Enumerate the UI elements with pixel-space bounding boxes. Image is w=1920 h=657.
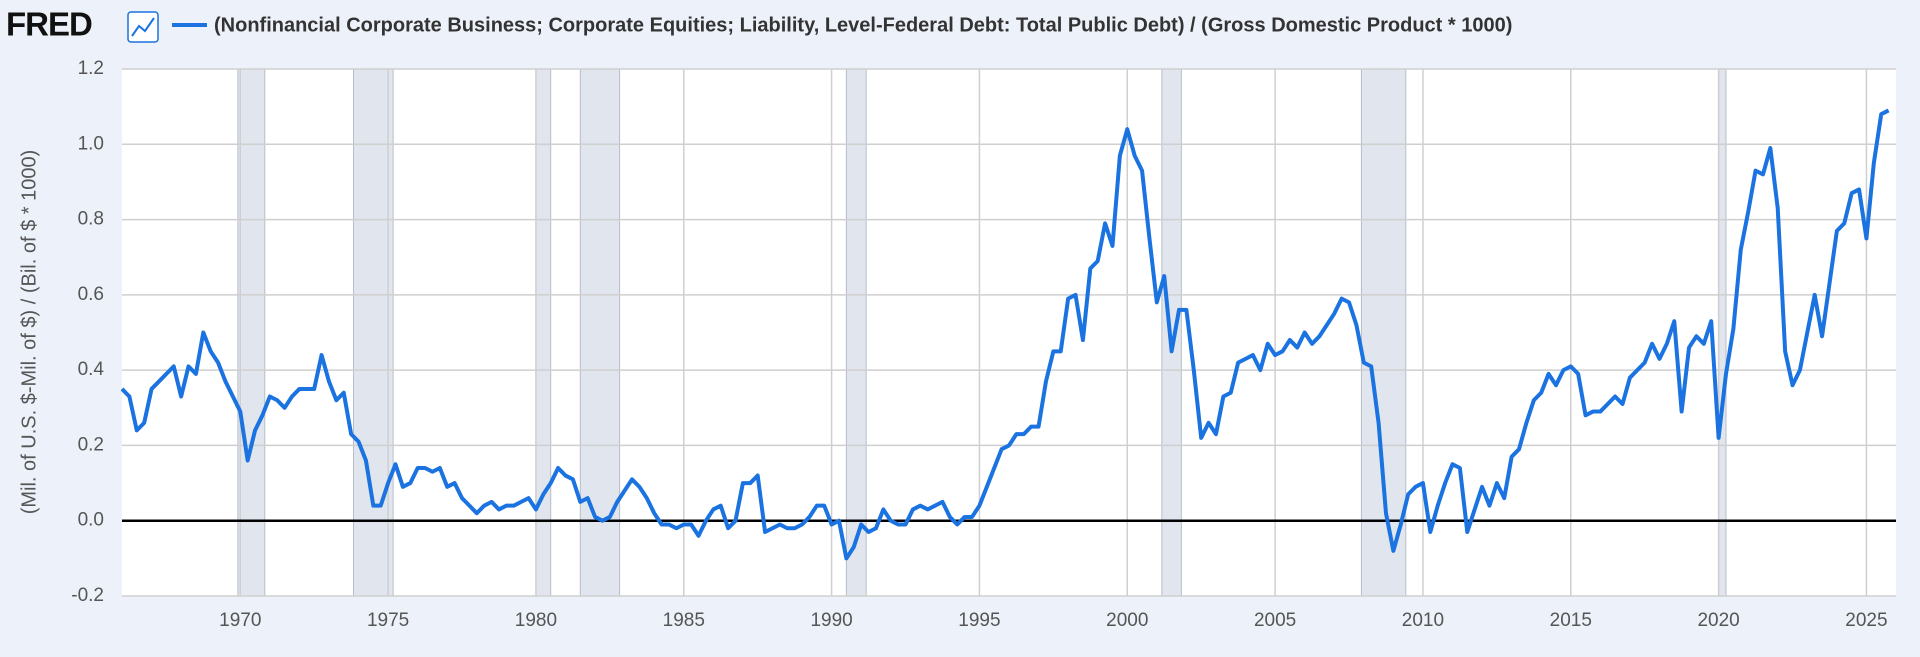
x-tick-label: 1985 [663, 610, 705, 631]
recession-band [845, 68, 867, 597]
recession-band [535, 68, 552, 597]
x-tick-label: 1990 [810, 610, 852, 631]
series-line [120, 108, 1890, 561]
y-tick-label: 0.8 [78, 209, 104, 230]
recession-band [579, 68, 621, 597]
y-tick-label: 0.6 [78, 284, 104, 305]
plot-area [122, 69, 1896, 596]
fred-logo: FRED [6, 6, 92, 43]
recession-band [237, 68, 266, 597]
x-tick-label: 2025 [1845, 610, 1887, 631]
x-tick-label: 2020 [1697, 610, 1739, 631]
recession-band [353, 68, 394, 597]
recession-band [1360, 68, 1407, 597]
y-axis-label: (Mil. of U.S. $-Mil. of $) / (Bil. of $ … [18, 150, 40, 515]
y-tick-label: 0.4 [78, 359, 105, 380]
y-tick-label: 0.2 [78, 434, 104, 455]
y-tick-label: 1.0 [78, 133, 104, 154]
legend-label: (Nonfinancial Corporate Business; Corpor… [214, 14, 1512, 36]
y-tick-label: 0.0 [78, 510, 104, 531]
x-tick-label: 1970 [219, 610, 261, 631]
x-tick-label: 2010 [1402, 610, 1444, 631]
logo-icon [127, 11, 159, 43]
x-tick-label: 1995 [958, 610, 1000, 631]
x-tick-label: 2005 [1254, 610, 1296, 631]
x-tick-label: 1980 [515, 610, 557, 631]
y-tick-label: 1.2 [78, 58, 104, 79]
x-tick-label: 1975 [367, 610, 409, 631]
x-tick-label: 2000 [1106, 610, 1148, 631]
recession-band [1718, 68, 1727, 597]
y-tick-label: -0.2 [71, 585, 104, 606]
x-tick-label: 2015 [1550, 610, 1592, 631]
